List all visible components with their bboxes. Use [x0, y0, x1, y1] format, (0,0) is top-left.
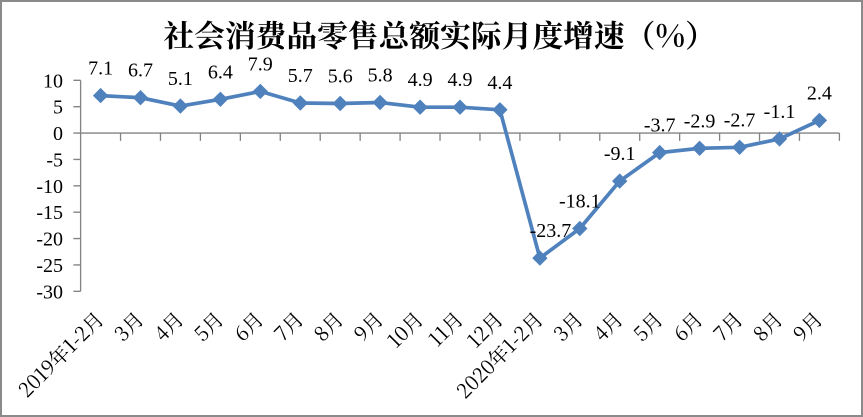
- x-tick-label: [554, 312, 582, 341]
- data-label: 5.7: [288, 65, 313, 87]
- x-tick-label: [428, 312, 462, 347]
- x-tick-label: [466, 312, 502, 349]
- x-tick-label: [114, 312, 143, 341]
- x-tick-label: [314, 312, 342, 341]
- data-label: 7.1: [88, 58, 113, 80]
- data-label: -9.1: [604, 143, 636, 165]
- y-tick-label: 0: [53, 123, 63, 145]
- y-tick-label: -15: [36, 202, 63, 224]
- y-tick-label: -5: [46, 149, 63, 171]
- x-tick-label: [194, 312, 223, 341]
- x-tick-label: [633, 312, 662, 341]
- x-tick-label: [157, 312, 183, 340]
- data-label: 6.4: [208, 61, 233, 83]
- data-label: -23.7: [530, 220, 572, 242]
- y-tick-label: 5: [53, 97, 63, 119]
- data-label: 4.4: [487, 72, 512, 94]
- x-tick-label: [793, 312, 822, 342]
- axes: [73, 79, 841, 292]
- data-label: -18.1: [559, 191, 601, 213]
- data-label: -2.9: [684, 110, 716, 132]
- data-label: 4.9: [448, 69, 473, 91]
- y-tick-label: -25: [36, 255, 63, 277]
- x-tick-label: [457, 312, 542, 399]
- data-label: 4.9: [408, 69, 433, 91]
- x-tick-label: [387, 312, 422, 349]
- data-label: 5.1: [168, 68, 193, 90]
- x-tick-label: [18, 312, 103, 398]
- data-label: 2.4: [807, 82, 832, 104]
- data-label: 5.6: [328, 66, 353, 88]
- data-label: -1.1: [764, 101, 796, 123]
- x-tick-label: [354, 312, 382, 342]
- data-label: -2.7: [724, 109, 756, 131]
- x-tick-label: [236, 312, 262, 340]
- x-tick-label: [676, 312, 702, 340]
- data-label: 5.8: [368, 65, 393, 87]
- x-tick-label: [712, 312, 742, 341]
- y-tick-label: 10: [43, 70, 63, 92]
- data-label: -3.7: [644, 115, 676, 137]
- data-label: 6.7: [128, 60, 153, 82]
- y-tick-label: -10: [36, 176, 63, 198]
- x-tick-label: [754, 312, 782, 341]
- x-tick-label: [273, 312, 302, 341]
- y-tick-label: -30: [36, 281, 63, 303]
- x-tick-label: [596, 312, 622, 340]
- y-tick-label: -20: [36, 229, 63, 251]
- chart-title: [164, 20, 697, 50]
- series-markers: [92, 83, 828, 266]
- data-label: 7.9: [248, 53, 273, 75]
